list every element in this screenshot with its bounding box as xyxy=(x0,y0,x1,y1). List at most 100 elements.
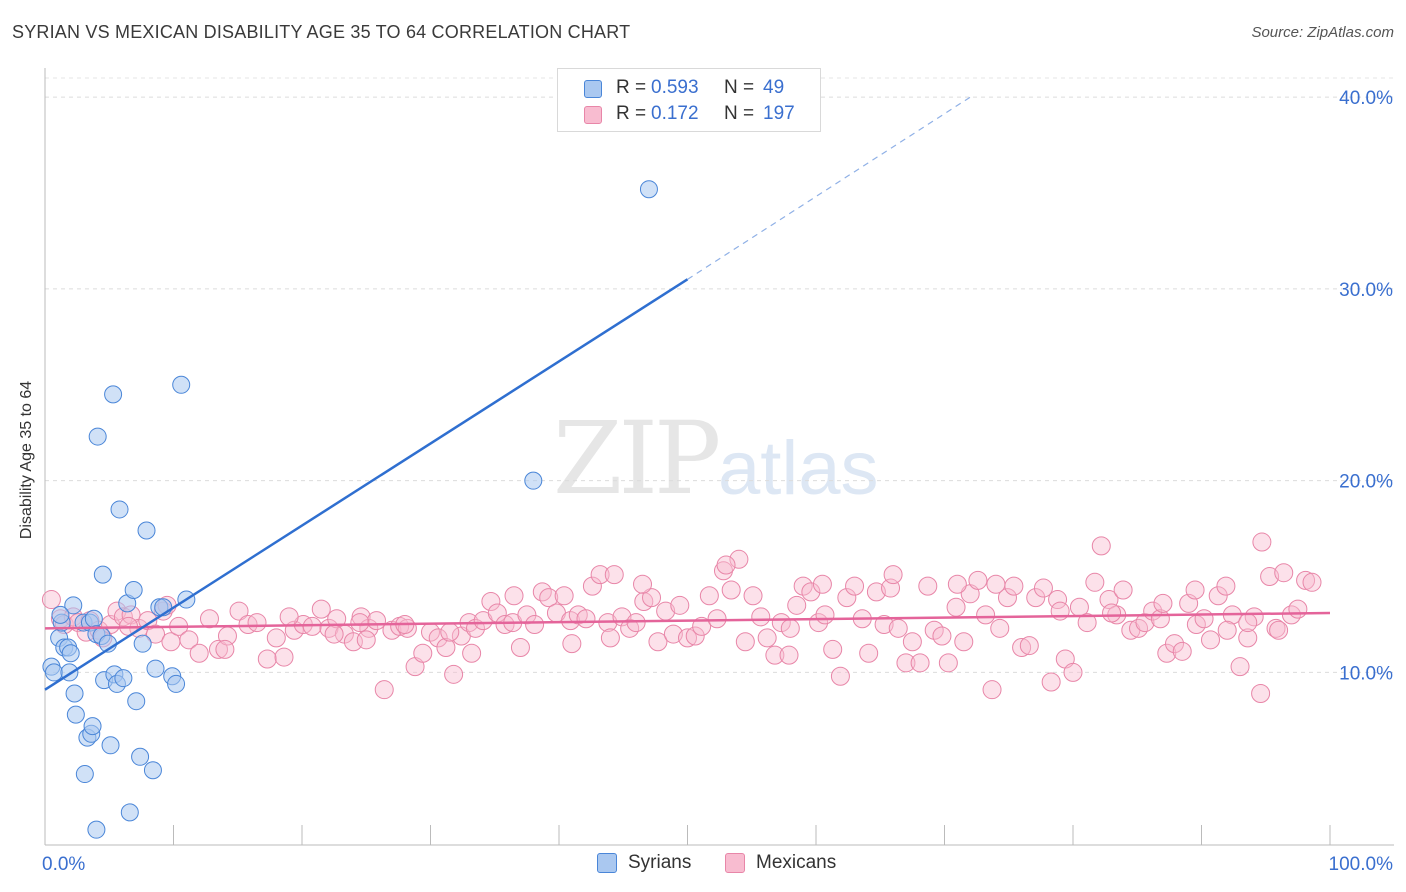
point-mexicans xyxy=(495,614,515,634)
point-mexicans xyxy=(1004,576,1024,596)
point-mexicans xyxy=(716,555,736,575)
point-syrians xyxy=(131,747,150,766)
point-syrians xyxy=(101,736,120,755)
point-mexicans xyxy=(986,574,1006,594)
point-mexicans xyxy=(1048,590,1068,610)
point-mexicans xyxy=(1208,586,1228,606)
legend-r-value: 0.593 xyxy=(651,77,699,98)
point-syrians xyxy=(127,692,146,711)
point-mexicans xyxy=(428,628,448,648)
point-mexicans xyxy=(1238,628,1258,648)
point-mexicans xyxy=(517,605,537,625)
point-mexicans xyxy=(1274,563,1294,583)
point-mexicans xyxy=(1260,567,1280,587)
point-mexicans xyxy=(229,601,249,621)
point-mexicans xyxy=(938,653,958,673)
point-mexicans xyxy=(743,586,763,606)
point-mexicans xyxy=(787,595,807,615)
point-mexicans xyxy=(729,549,749,569)
point-mexicans xyxy=(947,574,967,594)
point-syrians xyxy=(167,674,186,693)
point-mexicans xyxy=(707,609,727,629)
point-mexicans xyxy=(765,645,785,665)
point-mexicans xyxy=(699,586,719,606)
point-mexicans xyxy=(504,586,524,606)
point-mexicans xyxy=(845,576,865,596)
point-mexicans xyxy=(910,653,930,673)
point-mexicans xyxy=(678,628,697,648)
point-mexicans xyxy=(604,565,624,585)
point-mexicans xyxy=(1266,618,1286,638)
point-mexicans xyxy=(374,680,394,700)
syrians-points xyxy=(42,180,658,839)
point-syrians xyxy=(120,803,139,822)
point-mexicans xyxy=(793,576,813,596)
point-mexicans xyxy=(351,607,371,627)
point-syrians xyxy=(44,663,63,682)
y-axis-label: Disability Age 35 to 64 xyxy=(18,380,35,540)
point-mexicans xyxy=(896,653,916,673)
point-mexicans xyxy=(780,618,800,638)
point-syrians xyxy=(104,385,123,404)
point-mexicans xyxy=(902,632,922,652)
point-mexicans xyxy=(932,626,952,646)
point-mexicans xyxy=(946,597,966,617)
point-mexicans xyxy=(590,565,610,585)
point-mexicans xyxy=(1200,630,1220,650)
point-mexicans xyxy=(1230,657,1250,677)
point-mexicans xyxy=(215,639,235,659)
trend-line-syrians-extension xyxy=(687,96,971,280)
point-syrians xyxy=(84,609,103,628)
point-mexicans xyxy=(751,607,771,627)
point-mexicans xyxy=(918,576,938,596)
point-mexicans xyxy=(440,622,460,642)
point-mexicans xyxy=(561,611,581,631)
legend-n-value: 197 xyxy=(763,103,795,124)
point-syrians xyxy=(143,761,162,780)
tick-labels: 10.0% 20.0% 30.0% 40.0% 0.0% 100.0% xyxy=(42,88,1393,875)
point-mexicans xyxy=(1012,637,1032,657)
point-mexicans xyxy=(924,620,944,640)
point-mexicans xyxy=(279,607,299,627)
legend-r-label: R = xyxy=(616,77,647,98)
point-mexicans xyxy=(1026,588,1046,608)
point-mexicans xyxy=(327,609,347,629)
watermark-atlas: atlas xyxy=(718,426,879,511)
point-mexicans xyxy=(208,639,228,659)
point-mexicans xyxy=(1194,609,1214,629)
point-syrians xyxy=(75,765,94,784)
point-mexicans xyxy=(1091,536,1111,556)
point-mexicans xyxy=(444,664,464,684)
point-mexicans xyxy=(582,576,602,596)
point-mexicans xyxy=(830,666,850,686)
x-tick-label-max: 100.0% xyxy=(1329,854,1394,875)
point-syrians xyxy=(110,500,129,519)
point-syrians xyxy=(61,644,80,663)
legend-n-label: N = xyxy=(724,103,755,124)
point-mexicans xyxy=(367,611,387,631)
legend-r-value: 0.172 xyxy=(651,103,699,124)
y-tick-label: 40.0% xyxy=(1339,88,1393,109)
point-mexicans xyxy=(189,643,209,663)
legend-row-mexicans: R = 0.172 N = 197 xyxy=(558,101,820,129)
point-mexicans xyxy=(883,565,903,585)
point-mexicans xyxy=(670,595,690,615)
point-mexicans xyxy=(1172,641,1192,661)
point-mexicans xyxy=(1085,572,1105,592)
y-tick-label: 30.0% xyxy=(1339,280,1393,301)
point-mexicans xyxy=(257,649,277,669)
point-mexicans xyxy=(663,624,683,644)
point-mexicans xyxy=(199,609,219,629)
point-syrians xyxy=(524,471,543,490)
point-mexicans xyxy=(859,643,879,663)
point-mexicans xyxy=(274,647,294,667)
point-mexicans xyxy=(1113,580,1133,600)
point-mexicans xyxy=(982,680,1002,700)
point-mexicans xyxy=(990,618,1010,638)
point-mexicans xyxy=(1063,662,1083,682)
series-swatch-mexicans xyxy=(725,853,745,873)
stats-legend: R = 0.593 N = 49 R = 0.172 N = 197 xyxy=(557,68,821,132)
watermark-zip: ZIP xyxy=(553,400,721,517)
point-syrians xyxy=(172,375,191,394)
point-mexicans xyxy=(324,624,344,644)
